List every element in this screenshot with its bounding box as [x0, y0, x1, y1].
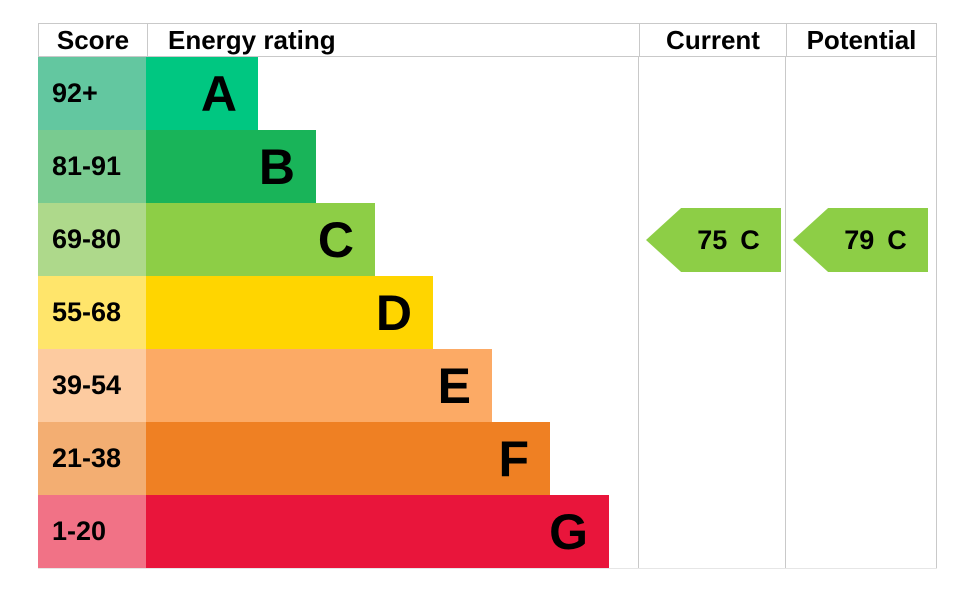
current-rating-arrow: 75 C — [646, 208, 781, 272]
score-range-g: 1-20 — [38, 495, 146, 568]
band-bar-a: A — [146, 57, 258, 130]
score-range-a: 92+ — [38, 57, 146, 130]
score-range-b: 81-91 — [38, 130, 146, 203]
score-range-c: 69-80 — [38, 203, 146, 276]
score-range-d: 55-68 — [38, 276, 146, 349]
band-bar-e: E — [146, 349, 492, 422]
band-row-b: 81-91 B — [38, 130, 937, 203]
band-row-d: 55-68 D — [38, 276, 937, 349]
score-range-e: 39-54 — [38, 349, 146, 422]
band-bar-b: B — [146, 130, 316, 203]
band-row-e: 39-54 E — [38, 349, 937, 422]
potential-rating-value: 79 — [844, 224, 875, 255]
potential-column: 79 C — [785, 57, 937, 568]
band-letter-b: B — [258, 138, 295, 195]
band-letter-d: D — [375, 284, 412, 341]
band-letter-a: A — [200, 65, 237, 122]
band-letter-c: C — [317, 211, 354, 268]
energy-rating-column-header: Energy rating — [147, 24, 639, 56]
band-bar-d: D — [146, 276, 433, 349]
current-rating-value: 75 — [697, 224, 728, 255]
band-letter-f: F — [498, 430, 529, 487]
score-column-header: Score — [56, 25, 130, 55]
band-letter-e: E — [437, 357, 471, 414]
current-column-header: Current — [639, 24, 786, 56]
potential-rating-band: C — [887, 224, 907, 255]
band-row-a: 92+ A — [38, 57, 937, 130]
band-row-c: 69-80 C — [38, 203, 937, 276]
current-column: 75 C — [638, 57, 785, 568]
band-bar-f: F — [146, 422, 550, 495]
band-row-f: 21-38 F — [38, 422, 937, 495]
chart-header-row: Score Energy rating Current Potential — [38, 23, 937, 57]
band-letter-g: G — [549, 503, 588, 560]
band-row-g: 1-20 G — [38, 495, 937, 568]
current-rating-band: C — [740, 224, 760, 255]
score-range-f: 21-38 — [38, 422, 146, 495]
potential-column-header: Potential — [786, 24, 936, 56]
band-bar-g: G — [146, 495, 609, 568]
band-bar-c: C — [146, 203, 375, 276]
chart-body: 92+ A 81-91 B 69-80 C 55-68 D 39-54 — [38, 57, 937, 569]
potential-rating-arrow: 79 C — [793, 208, 928, 272]
